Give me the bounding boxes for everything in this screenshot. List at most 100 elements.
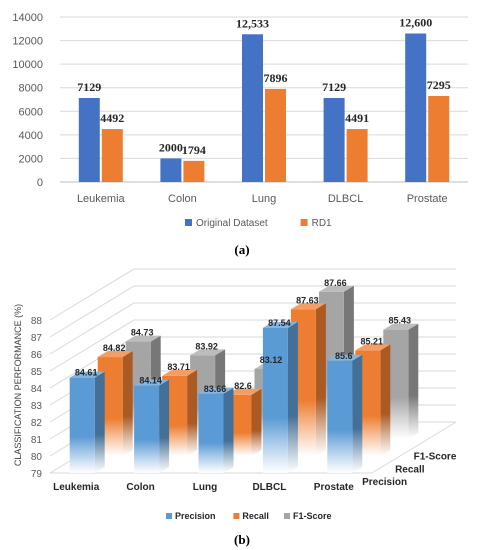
b-bar-side xyxy=(380,344,391,456)
a-y-tick-label: 2000 xyxy=(19,153,43,165)
b-y-tick-label: 86 xyxy=(31,350,43,361)
a-bar-rd1 xyxy=(101,129,123,182)
b-y-tick-label: 81 xyxy=(31,435,43,446)
a-y-tick-label: 6000 xyxy=(19,106,43,118)
a-category-label: Colon xyxy=(168,193,197,205)
b-data-label: 84.73 xyxy=(131,328,154,338)
b-bar-side xyxy=(287,321,298,473)
a-data-label: 4492 xyxy=(100,111,124,125)
b-data-label: 85.6 xyxy=(335,351,353,361)
b-bar-side xyxy=(187,369,198,456)
b-y-tick-label: 88 xyxy=(31,316,43,327)
a-legend: Original Dataset RD1 xyxy=(185,218,332,229)
a-bar-rd1 xyxy=(265,88,286,182)
b-data-label: 82.6 xyxy=(234,381,252,391)
b-bar-top xyxy=(125,335,161,342)
b-bars xyxy=(69,285,419,473)
b-data-label: 87.54 xyxy=(268,318,291,328)
a-legend-swatch xyxy=(300,219,308,226)
caption-a: (a) xyxy=(234,242,250,257)
b-y-tick-label: 83 xyxy=(31,401,43,412)
b-legend-label: F1-Score xyxy=(293,511,332,521)
b-depth-label: Precision xyxy=(362,477,407,488)
b-legend-label: Recall xyxy=(242,511,269,521)
a-bar-original-dataset xyxy=(323,97,345,182)
b-data-label: 87.66 xyxy=(324,278,347,288)
a-y-tick-label: 10000 xyxy=(12,59,43,71)
b-bar-top xyxy=(226,388,262,395)
a-y-tick-label: 8000 xyxy=(19,83,43,95)
a-y-tick-label: 14000 xyxy=(12,12,43,24)
b-data-labels: 84.73 83.92 83.12 87.66 85.43 84.82 83.71 82.6 8… xyxy=(75,278,411,394)
a-category-label: Leukemia xyxy=(77,193,126,205)
b-data-label: 84.61 xyxy=(75,368,98,378)
a-category-label: Prostate xyxy=(407,193,448,205)
b-category-label: Lung xyxy=(193,482,217,493)
a-category-label: Lung xyxy=(252,193,276,205)
b-data-label: 83.12 xyxy=(260,355,283,365)
b-bar-side xyxy=(251,388,262,456)
b-category-label: DLBCL xyxy=(252,482,286,493)
b-bar-precision xyxy=(134,385,160,473)
a-data-label: 7129 xyxy=(77,80,101,94)
a-data-label: 1794 xyxy=(182,143,206,157)
b-y-tick-label: 80 xyxy=(31,452,43,463)
a-bar-original-dataset xyxy=(405,33,427,182)
a-y-tick-label: 0 xyxy=(37,177,43,189)
a-y-tick-label: 12000 xyxy=(12,36,43,48)
b-bar-top xyxy=(262,321,298,328)
b-y-axis-title: CLASSIFICATION PERFORMANCE (%) xyxy=(13,304,23,466)
b-legend-swatch xyxy=(233,513,240,519)
b-depth-label: F1-Score xyxy=(414,452,457,463)
a-legend-swatch xyxy=(185,219,192,226)
b-y-tick-label: 87 xyxy=(31,333,43,344)
b-data-label: 83.71 xyxy=(167,362,190,372)
b-data-label: 87.63 xyxy=(296,295,319,305)
b-category-label: Colon xyxy=(126,482,154,493)
b-category-label: Leukemia xyxy=(53,482,100,493)
a-bar-original-dataset xyxy=(78,97,100,182)
b-bar-side xyxy=(122,351,133,456)
b-gridline xyxy=(49,268,456,321)
a-y-tick-label: 4000 xyxy=(19,130,43,142)
b-y-tick-label: 82 xyxy=(31,418,43,429)
chart-a-dataset-sizes: 0 2000 4000 6000 8000 10000 12000 14000 7129 449… xyxy=(12,12,468,229)
b-depth-label: Recall xyxy=(395,464,425,475)
caption-b: (b) xyxy=(234,532,250,547)
b-bar-top xyxy=(190,349,226,356)
a-data-label: 12,600 xyxy=(399,16,432,30)
b-data-label: 83.66 xyxy=(204,384,227,394)
a-bar-rd1 xyxy=(183,160,205,182)
a-legend-label: Original Dataset xyxy=(196,218,268,229)
b-bar-precision xyxy=(198,393,224,473)
b-y-tick-labels: 79 80 81 82 83 84 85 86 87 88 xyxy=(31,316,43,480)
a-data-label: 2000 xyxy=(159,140,183,154)
b-category-labels: Leukemia Colon Lung DLBCL Prostate xyxy=(53,482,354,493)
b-bar-side xyxy=(159,379,170,473)
b-legend: Precision Recall F1-Score xyxy=(166,511,332,521)
a-data-label: 7295 xyxy=(427,78,451,92)
b-y-tick-label: 79 xyxy=(31,469,43,480)
b-bar-side xyxy=(223,387,234,473)
a-gridlines xyxy=(60,16,468,183)
b-data-label: 85.21 xyxy=(361,336,384,346)
b-data-label: 83.92 xyxy=(195,341,218,351)
b-bar-side xyxy=(315,303,326,456)
a-bar-rd1 xyxy=(346,129,368,182)
chart-b-classification-performance: 79 80 81 82 83 84 85 86 87 88 84.73 83.92 83.12 87.6… xyxy=(13,268,457,521)
b-legend-swatch xyxy=(284,513,290,519)
b-data-label: 84.14 xyxy=(139,376,162,386)
a-data-label: 7896 xyxy=(264,71,288,85)
b-bar-side xyxy=(94,371,105,473)
b-bar-top xyxy=(69,371,105,378)
b-bar-top xyxy=(162,369,198,376)
a-bars xyxy=(78,33,450,182)
b-bar-top xyxy=(134,379,170,386)
b-bar-top xyxy=(198,387,234,394)
a-data-label: 12,533 xyxy=(236,16,269,30)
b-bar-top xyxy=(355,344,391,351)
a-data-label: 7129 xyxy=(322,80,346,94)
b-category-label: Prostate xyxy=(314,482,354,493)
b-bar-side xyxy=(408,323,419,439)
